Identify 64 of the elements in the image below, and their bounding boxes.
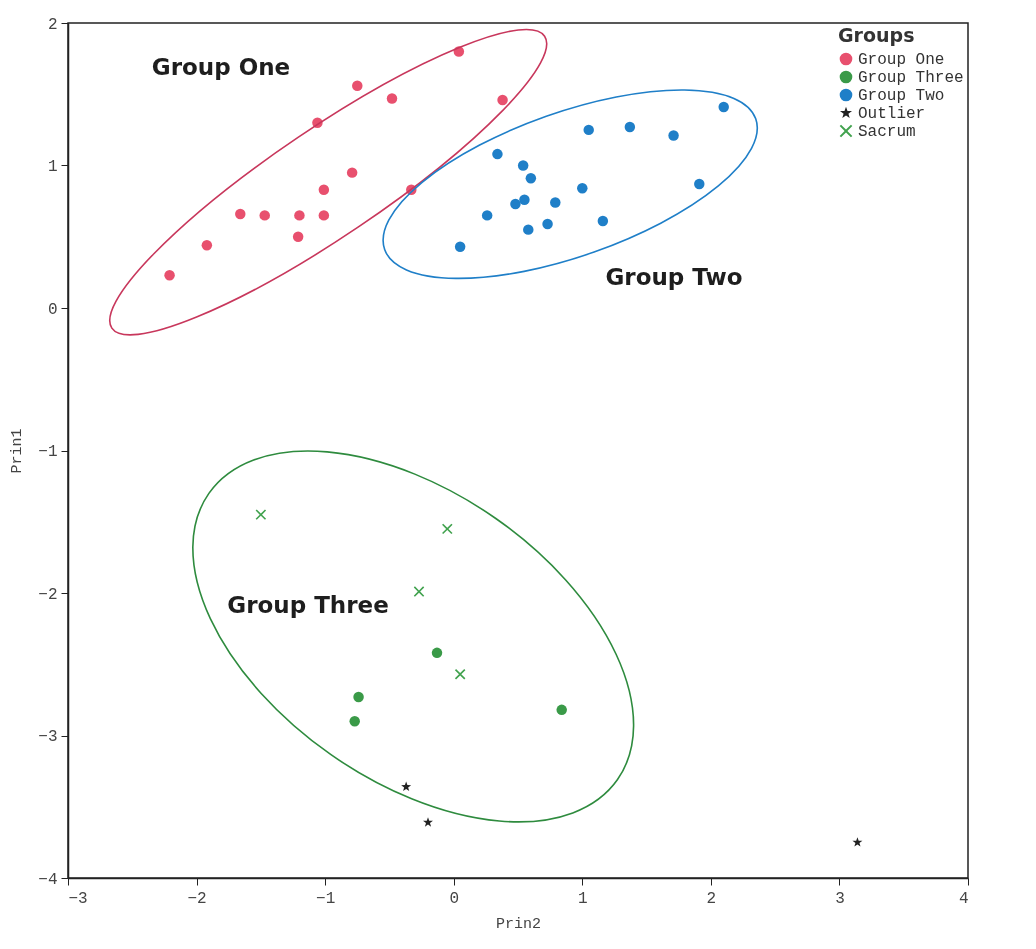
legend-label: Sacrum <box>858 123 916 141</box>
point <box>259 210 270 221</box>
point <box>523 224 534 235</box>
point <box>386 93 398 104</box>
x-tick-label: 4 <box>958 889 969 908</box>
point <box>454 668 466 680</box>
x-tick-label: 1 <box>577 889 588 908</box>
point <box>583 124 594 136</box>
point <box>556 704 567 716</box>
point <box>481 210 493 221</box>
point <box>423 817 433 827</box>
y-tick-label: 0 <box>47 300 58 319</box>
y-tick-label: −1 <box>38 443 58 461</box>
point <box>201 240 213 251</box>
legend-label: Group Three <box>858 69 964 87</box>
x-tick-label: −1 <box>316 889 336 908</box>
point <box>235 208 246 220</box>
legend-label: Outlier <box>858 105 926 123</box>
point <box>346 167 358 178</box>
point <box>497 94 508 106</box>
point <box>431 647 443 659</box>
x-tick-label: −2 <box>187 889 207 908</box>
point <box>525 173 537 184</box>
point <box>852 837 863 847</box>
point <box>577 183 588 194</box>
point <box>454 241 466 252</box>
point <box>597 215 609 227</box>
x-tick-label: 2 <box>706 889 717 908</box>
annotation: Group Two <box>605 264 743 290</box>
point <box>510 198 521 210</box>
x-tick-label: −3 <box>68 889 88 908</box>
point <box>542 218 553 230</box>
x-axis-title: Prin2 <box>495 915 542 933</box>
point <box>517 160 529 171</box>
point <box>694 178 705 190</box>
y-tick-label: −3 <box>38 728 58 746</box>
x-tick-label: 0 <box>449 889 460 908</box>
y-tick-label: −2 <box>38 585 58 604</box>
point <box>718 101 729 113</box>
annotation: Group Three <box>227 592 389 618</box>
x-tick-label: 3 <box>835 889 845 908</box>
legend-label: Group One <box>858 51 945 69</box>
y-tick-label: 1 <box>47 158 58 176</box>
legend-title: Groups <box>838 24 915 46</box>
point <box>550 197 561 208</box>
point <box>318 210 330 221</box>
point <box>492 148 503 160</box>
point <box>292 231 304 242</box>
point <box>624 121 636 133</box>
point <box>352 80 363 91</box>
y-tick-label: −4 <box>38 870 58 889</box>
point <box>519 194 530 205</box>
point <box>442 523 453 535</box>
point <box>318 184 330 195</box>
point <box>294 210 305 221</box>
legend-label: Group Two <box>858 87 945 105</box>
annotation: Group One <box>151 54 291 80</box>
point <box>353 691 364 703</box>
point <box>349 716 360 727</box>
point <box>668 130 679 141</box>
point <box>401 781 412 792</box>
y-tick-label: 2 <box>47 15 58 34</box>
point <box>164 269 175 281</box>
y-axis-title: Prin1 <box>9 428 27 474</box>
